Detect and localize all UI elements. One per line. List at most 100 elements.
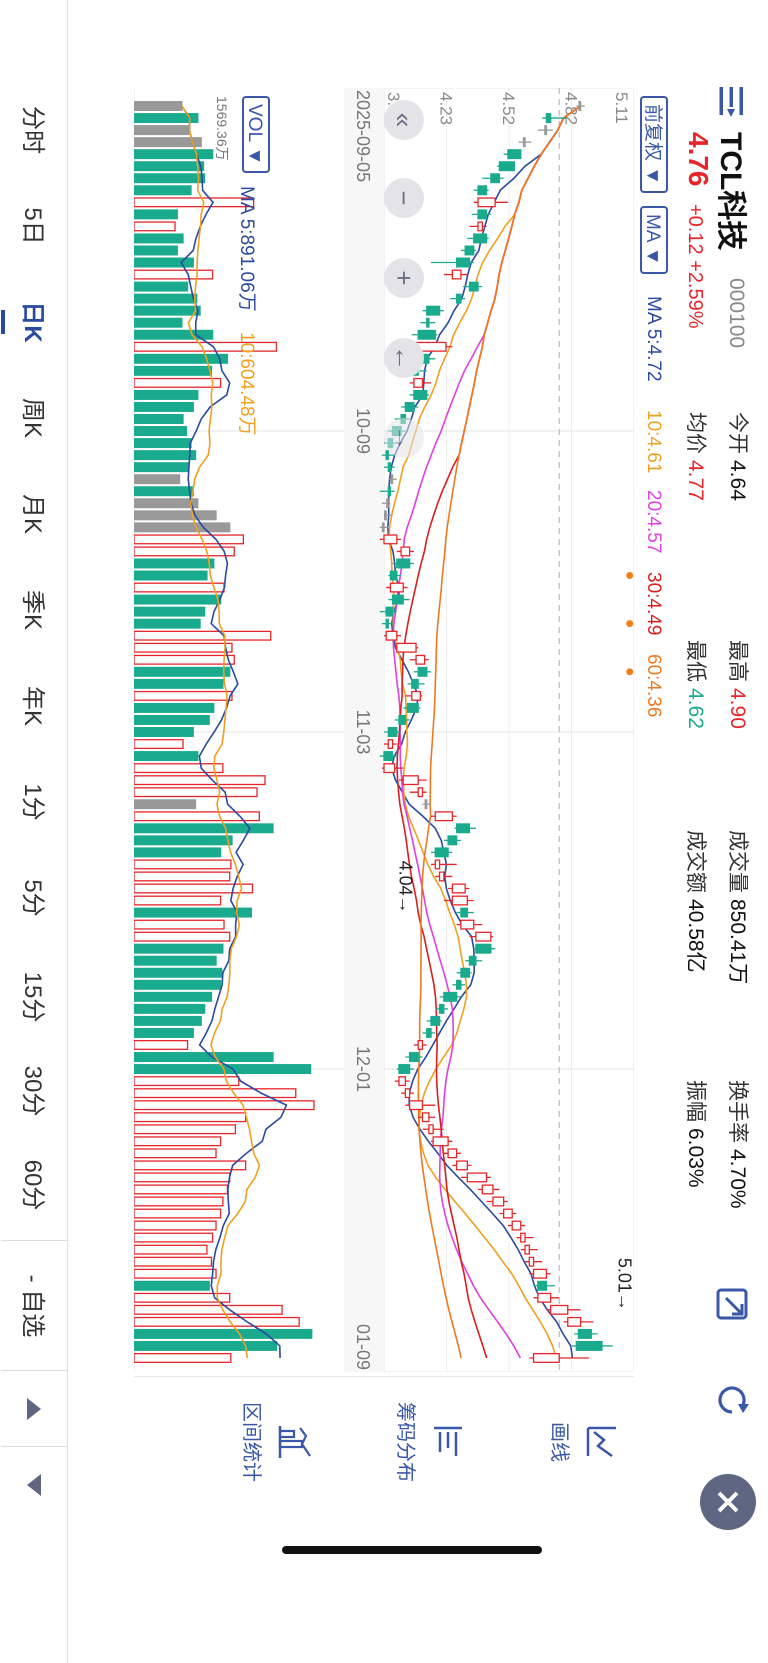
volume-bar — [134, 1015, 202, 1026]
chip-distribution-label: 筹码分布 — [394, 1402, 416, 1482]
candle-body — [545, 113, 552, 124]
candle-body — [428, 1124, 434, 1135]
volume-bar — [134, 1160, 247, 1171]
volume-bar — [134, 678, 224, 689]
close-button[interactable] — [700, 1474, 756, 1530]
tab-15min[interactable]: 15分 — [19, 971, 46, 1023]
ma-dropdown[interactable]: MA ▼ — [640, 206, 668, 274]
candle-body — [528, 1256, 535, 1267]
candle-body — [396, 642, 417, 653]
list-menu-icon[interactable] — [714, 84, 748, 118]
ma30-value: 30:4.49 — [643, 572, 664, 636]
tab-30min[interactable]: 30分 — [19, 1065, 46, 1117]
move-right-button[interactable]: → — [384, 418, 424, 458]
refresh-icon[interactable] — [712, 1380, 752, 1420]
candle-body — [387, 727, 398, 737]
candle-body — [455, 1160, 468, 1171]
volume-bar — [134, 570, 208, 581]
candle-body — [434, 811, 454, 822]
adjust-dropdown[interactable]: 前复权 ▼ — [640, 96, 668, 194]
ma20-value: 20:4.57 — [643, 490, 664, 554]
candle-body — [421, 1112, 430, 1123]
prev-stock-button[interactable] — [1, 1370, 67, 1447]
candle-body — [537, 1280, 548, 1291]
price-tick-label: 4.52 — [499, 92, 518, 125]
candle-body — [455, 257, 471, 268]
share-icon[interactable] — [712, 1284, 752, 1324]
volume-bar — [134, 654, 235, 665]
candle-body — [404, 1088, 411, 1099]
volume-bar — [134, 1316, 300, 1327]
chip-distribution-tool[interactable]: 筹码分布 — [393, 1377, 468, 1507]
candle-body — [398, 1064, 411, 1075]
event-marker-dot — [626, 668, 634, 676]
volume-bar — [134, 474, 181, 485]
candle-body — [434, 859, 441, 870]
candle-body — [438, 1003, 445, 1014]
volume-bar — [134, 618, 201, 629]
volume-bar — [134, 1003, 206, 1014]
date-tick-label: 01-09 — [353, 1324, 373, 1370]
volume-bar — [134, 979, 222, 990]
volume-bar — [134, 666, 231, 677]
volume-indicator-dropdown[interactable]: VOL ▼ — [242, 96, 270, 174]
volume-bar — [134, 799, 197, 810]
volume-bar — [134, 1027, 194, 1038]
candle-body — [390, 474, 394, 485]
volume-bar — [134, 1196, 224, 1207]
vol-ma5-line — [180, 105, 288, 1358]
scroll-left-button[interactable]: « — [384, 100, 424, 140]
volume-bar — [134, 1352, 232, 1363]
candle-body — [578, 101, 582, 112]
volume-bar — [134, 895, 222, 906]
volume-bar — [134, 871, 231, 882]
candle-body — [498, 161, 515, 172]
tab-daily-k[interactable]: 日K — [19, 301, 46, 343]
volume-bar — [134, 1292, 231, 1303]
volume-bar — [134, 991, 213, 1002]
double-chevron-left-icon: « — [389, 112, 419, 128]
tab-1min[interactable]: 1分 — [19, 783, 46, 821]
tab-weekly-k[interactable]: 周K — [19, 397, 46, 438]
volume-bar — [134, 1208, 222, 1219]
tab-5day[interactable]: 5日 — [19, 207, 46, 245]
arrow-right-icon: → — [389, 425, 419, 451]
candle-body — [468, 281, 479, 292]
zoom-in-button[interactable]: + — [384, 258, 424, 298]
candle-body — [430, 1015, 441, 1026]
candle-body — [522, 137, 526, 148]
date-tick-label: 10-09 — [353, 408, 373, 454]
volume-bar — [134, 1148, 217, 1159]
interval-stats-tool[interactable]: 区间统计 — [239, 1377, 314, 1507]
candle-body — [477, 185, 488, 196]
candle-body — [460, 907, 468, 918]
event-marker-dot — [626, 620, 634, 628]
candle-body — [477, 221, 483, 232]
candle-body — [408, 1100, 424, 1111]
zoom-out-button[interactable]: − — [384, 178, 424, 218]
volume-bar — [134, 426, 188, 437]
candle-body — [524, 1244, 530, 1255]
tab-monthly-k[interactable]: 月K — [19, 493, 46, 534]
move-left-button[interactable]: ← — [384, 338, 424, 378]
stock-name: TCL科技 — [714, 132, 747, 251]
candle-body — [389, 570, 398, 581]
volume-bar — [134, 1304, 283, 1315]
volume-bar — [134, 305, 201, 316]
tab-60min[interactable]: 60分 — [19, 1159, 46, 1211]
date-tick-label: 11-03 — [353, 710, 373, 755]
draw-line-tool[interactable]: 画线 — [547, 1377, 622, 1507]
volume-bar — [134, 751, 199, 762]
volume-bar — [134, 161, 205, 172]
tab-intraday[interactable]: 分时 — [19, 106, 46, 154]
tab-yearly-k[interactable]: 年K — [19, 685, 46, 726]
next-stock-button[interactable] — [1, 1446, 67, 1523]
tab-quarterly-k[interactable]: 季K — [19, 589, 46, 630]
add-watchlist-button[interactable]: - 自选 — [1, 1240, 67, 1371]
candle-body — [481, 1184, 494, 1195]
volume-bar — [134, 389, 199, 400]
tab-5min[interactable]: 5分 — [19, 879, 46, 917]
kline-chart[interactable]: 5.114.824.524.233.942025-09-0510-0911-03… — [134, 88, 634, 1372]
volume-bar — [134, 365, 213, 376]
